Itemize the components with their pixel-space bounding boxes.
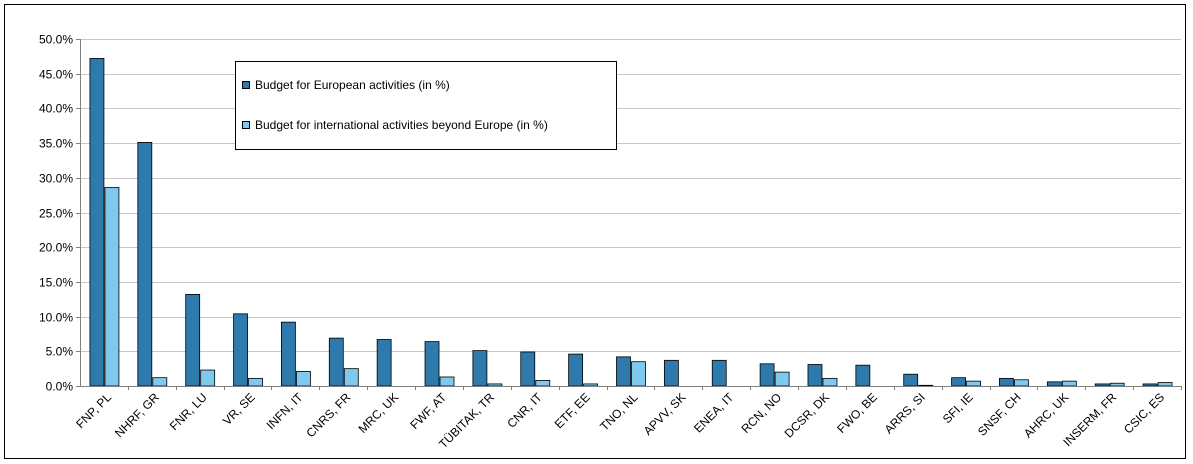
- x-tick-label: SNSF, CH: [975, 390, 1024, 439]
- x-tick-label: INFN, IT: [264, 390, 306, 432]
- y-tick-label: 30.0%: [39, 172, 73, 186]
- bar-european: [663, 359, 679, 387]
- bar-european: [1094, 383, 1110, 387]
- bar-international: [152, 377, 168, 387]
- y-tick-label: 40.0%: [39, 102, 73, 116]
- legend-item-european: Budget for European activities (in %): [242, 78, 450, 92]
- bar-international: [487, 383, 503, 387]
- bar-european: [855, 364, 871, 387]
- bar-european: [1046, 381, 1062, 387]
- bar-international: [104, 187, 120, 387]
- bar-european: [472, 350, 488, 387]
- bar-international: [439, 376, 455, 387]
- bar-european: [328, 337, 344, 387]
- x-tick-label: FNP, PL: [73, 390, 114, 431]
- y-tick-label: 5.0%: [46, 345, 74, 359]
- bar-international: [343, 368, 359, 387]
- y-tick-label: 0.0%: [46, 380, 74, 394]
- x-tick-label: ENEA, IT: [691, 390, 737, 436]
- bar-european: [89, 58, 105, 387]
- legend: Budget for European activities (in %) Bu…: [235, 61, 617, 150]
- x-tick-label: SFI, IE: [940, 390, 976, 426]
- bar-international: [1014, 379, 1029, 387]
- bar-international: [774, 371, 790, 387]
- bar-european: [520, 351, 536, 387]
- bar-international: [631, 361, 646, 387]
- y-tick-label: 20.0%: [39, 241, 73, 255]
- x-tick-label: AHRC, UK: [1021, 390, 1071, 440]
- bar-european: [903, 373, 919, 387]
- bar-european: [281, 321, 296, 387]
- bar-international: [200, 369, 216, 387]
- x-tick-label: ARRS, SI: [882, 390, 928, 436]
- x-tick-label: FWO, BE: [834, 390, 880, 436]
- bar-european: [951, 377, 966, 387]
- bar-international: [918, 384, 934, 387]
- x-tick-label: ETF, EE: [552, 390, 593, 431]
- legend-label-european: Budget for European activities (in %): [255, 78, 450, 92]
- legend-swatch-european: [242, 81, 250, 89]
- bar-european: [1142, 383, 1158, 387]
- x-tick-label: CSIC, ES: [1121, 390, 1167, 436]
- bar-european: [999, 377, 1014, 387]
- bar-european: [807, 364, 823, 387]
- bar-european: [376, 339, 392, 387]
- y-tick-label: 50.0%: [39, 33, 73, 47]
- x-tick-label: CNR, IT: [504, 390, 545, 431]
- x-tick-label: VR, SE: [220, 390, 258, 428]
- x-tick-label: MRC, UK: [356, 390, 402, 436]
- chart-frame: 0.0% 5.0% 10.0% 15.0% 20.0% 25.0% 30.0% 35.0% 40…: [4, 4, 1186, 459]
- x-tick-label: APVV, SK: [641, 390, 689, 438]
- x-tick-label: CNRS, FR: [303, 390, 353, 440]
- y-tick-label: 45.0%: [39, 68, 73, 82]
- bar-international: [822, 377, 838, 387]
- bar-european: [616, 356, 631, 387]
- legend-swatch-international: [242, 121, 250, 129]
- x-tick-label: DCSR, DK: [782, 390, 832, 440]
- bar-european: [568, 353, 584, 387]
- x-tick-label: TNO, NL: [597, 390, 641, 434]
- bar-international: [966, 380, 981, 387]
- bar-international: [1061, 380, 1077, 387]
- y-tick-label: 15.0%: [39, 276, 73, 290]
- bar-european: [759, 363, 775, 387]
- bar-international: [248, 377, 263, 387]
- x-tick-label: FWF, AT: [407, 390, 449, 432]
- x-tick-label: FNR, LU: [167, 390, 210, 433]
- bar-european: [185, 293, 201, 387]
- bar-european: [233, 313, 248, 387]
- bar-international: [296, 371, 311, 387]
- y-tick-label: 25.0%: [39, 207, 73, 221]
- legend-item-international: Budget for international activities beyo…: [242, 118, 548, 132]
- bar-international: [1157, 382, 1173, 387]
- y-tick-label: 10.0%: [39, 311, 73, 325]
- x-tick-label: RCN, NO: [739, 390, 785, 436]
- bar-european: [137, 142, 153, 387]
- bar-chart: 0.0% 5.0% 10.0% 15.0% 20.0% 25.0% 30.0% 35.0% 40…: [39, 33, 1182, 451]
- bar-european: [711, 359, 727, 387]
- bar-international: [535, 380, 551, 387]
- bar-european: [424, 341, 440, 387]
- bar-international: [1109, 382, 1125, 387]
- bar-international: [583, 383, 599, 387]
- legend-label-international: Budget for international activities beyo…: [255, 118, 548, 132]
- x-tick-label: NHRF, GR: [112, 390, 162, 440]
- y-tick-label: 35.0%: [39, 137, 73, 151]
